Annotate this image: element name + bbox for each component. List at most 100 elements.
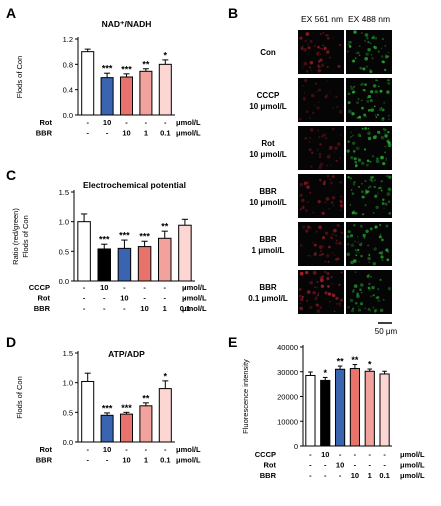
cell-signal-dot xyxy=(338,241,342,245)
cell-signal-dot xyxy=(379,186,382,190)
cell-signal-dot xyxy=(347,101,351,105)
cell-signal-dot xyxy=(317,199,321,204)
chart-a-y-label: Flods of Con xyxy=(15,56,24,99)
cell-signal-dot xyxy=(367,40,370,44)
chart-d-treatment-name: BBR xyxy=(36,456,53,465)
chart-e-treatment-cell: 10 xyxy=(351,471,359,480)
cell-signal-dot xyxy=(306,290,311,294)
cell-signal-dot xyxy=(337,64,341,68)
cell-signal-dot xyxy=(298,288,302,291)
cell-signal-dot xyxy=(378,251,381,255)
cell-signal-dot xyxy=(347,109,352,114)
cell-signal-dot xyxy=(350,156,354,160)
chart-c-title: Electrochemical potential xyxy=(83,180,186,190)
cell-signal-dot xyxy=(324,96,327,99)
cell-signal-dot xyxy=(380,255,384,259)
chart-e-bar xyxy=(305,374,316,447)
chart-c-treatment-cell: - xyxy=(103,294,106,303)
cell-signal-dot xyxy=(340,271,343,274)
red-channel-image xyxy=(298,78,344,122)
cell-signal-dot xyxy=(388,118,390,121)
col-header-561: EX 561 nm xyxy=(301,14,343,24)
cell-signal-dot xyxy=(373,194,378,199)
cell-signal-dot xyxy=(347,92,351,96)
cell-signal-dot xyxy=(357,305,360,308)
chart-e-treatment-cell: - xyxy=(309,450,312,459)
cell-signal-dot xyxy=(384,132,386,134)
cell-signal-dot xyxy=(353,180,356,184)
cell-signal-dot xyxy=(319,162,324,167)
cell-signal-dot xyxy=(305,229,309,233)
cell-signal-dot xyxy=(374,179,376,182)
cell-signal-dot xyxy=(356,101,359,104)
cell-signal-dot xyxy=(379,89,383,93)
chart-c-treatment-name: Rot xyxy=(38,294,51,303)
chart-c-bar xyxy=(117,247,132,282)
cell-signal-dot xyxy=(382,60,385,64)
chart-e-treatment-cell: - xyxy=(369,450,372,459)
cell-signal-dot xyxy=(300,244,303,247)
chart-c-treatment-cell: - xyxy=(83,294,86,303)
cell-signal-dot xyxy=(387,200,391,203)
cell-signal-dot xyxy=(317,129,319,132)
cell-signal-dot xyxy=(363,89,367,93)
cell-signal-dot xyxy=(359,302,364,306)
chart-a-treatment-cell: 0.1 xyxy=(160,129,170,138)
cell-signal-dot xyxy=(385,55,389,59)
chart-c-treatment-unit: μmol/L xyxy=(182,283,207,292)
cell-signal-dot xyxy=(301,295,304,298)
cell-signal-dot xyxy=(329,154,331,156)
cell-signal-dot xyxy=(319,306,322,309)
cell-signal-dot xyxy=(370,295,373,298)
cell-signal-dot xyxy=(335,239,338,242)
cell-signal-dot xyxy=(375,79,377,81)
cell-signal-dot xyxy=(361,106,364,110)
cell-signal-dot xyxy=(334,146,338,150)
cell-signal-dot xyxy=(369,227,373,231)
chart-d-treatment-unit: μmol/L xyxy=(176,445,201,454)
cell-signal-dot xyxy=(320,280,323,283)
chart-e-treatment-unit: μmol/L xyxy=(400,450,425,459)
chart-c-treatment-cell: - xyxy=(184,294,187,303)
chart-e-bar xyxy=(320,379,331,447)
cell-signal-dot xyxy=(369,178,373,182)
chart-c-bar xyxy=(137,246,152,282)
cell-signal-dot xyxy=(317,68,322,73)
cell-signal-dot xyxy=(356,294,360,299)
cell-signal-dot xyxy=(324,231,329,235)
cell-signal-dot xyxy=(329,145,333,150)
cell-signal-dot xyxy=(353,85,356,88)
cell-signal-dot xyxy=(382,161,386,166)
chart-c-treatment-cell: - xyxy=(164,283,167,292)
cell-signal-dot xyxy=(386,79,389,82)
chart-c-bar xyxy=(97,248,112,282)
cell-signal-dot xyxy=(308,66,312,69)
chart-a-treatment-cell: 1 xyxy=(144,129,148,138)
cell-signal-dot xyxy=(372,84,377,88)
chart-e-treatment-cell: 0.1 xyxy=(379,471,389,480)
cell-signal-dot xyxy=(367,48,371,52)
cell-signal-dot xyxy=(357,241,359,243)
cell-signal-dot xyxy=(381,238,384,242)
cell-signal-dot xyxy=(386,139,390,143)
cell-signal-dot xyxy=(304,136,308,140)
cell-signal-dot xyxy=(347,176,350,179)
cell-signal-dot xyxy=(305,32,310,36)
cell-signal-dot xyxy=(312,290,317,295)
cell-signal-dot xyxy=(361,195,365,199)
cell-signal-dot xyxy=(305,270,309,275)
cell-signal-dot xyxy=(368,282,371,286)
cell-signal-dot xyxy=(375,296,378,299)
red-channel-image xyxy=(298,270,344,314)
cell-signal-dot xyxy=(310,165,313,168)
cell-signal-dot xyxy=(302,96,306,100)
cell-signal-dot xyxy=(302,225,306,229)
cell-signal-dot xyxy=(340,298,343,302)
cell-signal-dot xyxy=(347,243,350,246)
chart-e-y-tick-label: 0 xyxy=(294,442,298,451)
chart-c-treatment-cell: - xyxy=(164,294,167,303)
cell-signal-dot xyxy=(359,288,362,291)
cell-signal-dot xyxy=(309,60,314,65)
cell-signal-dot xyxy=(335,296,339,301)
cell-signal-dot xyxy=(315,294,319,298)
